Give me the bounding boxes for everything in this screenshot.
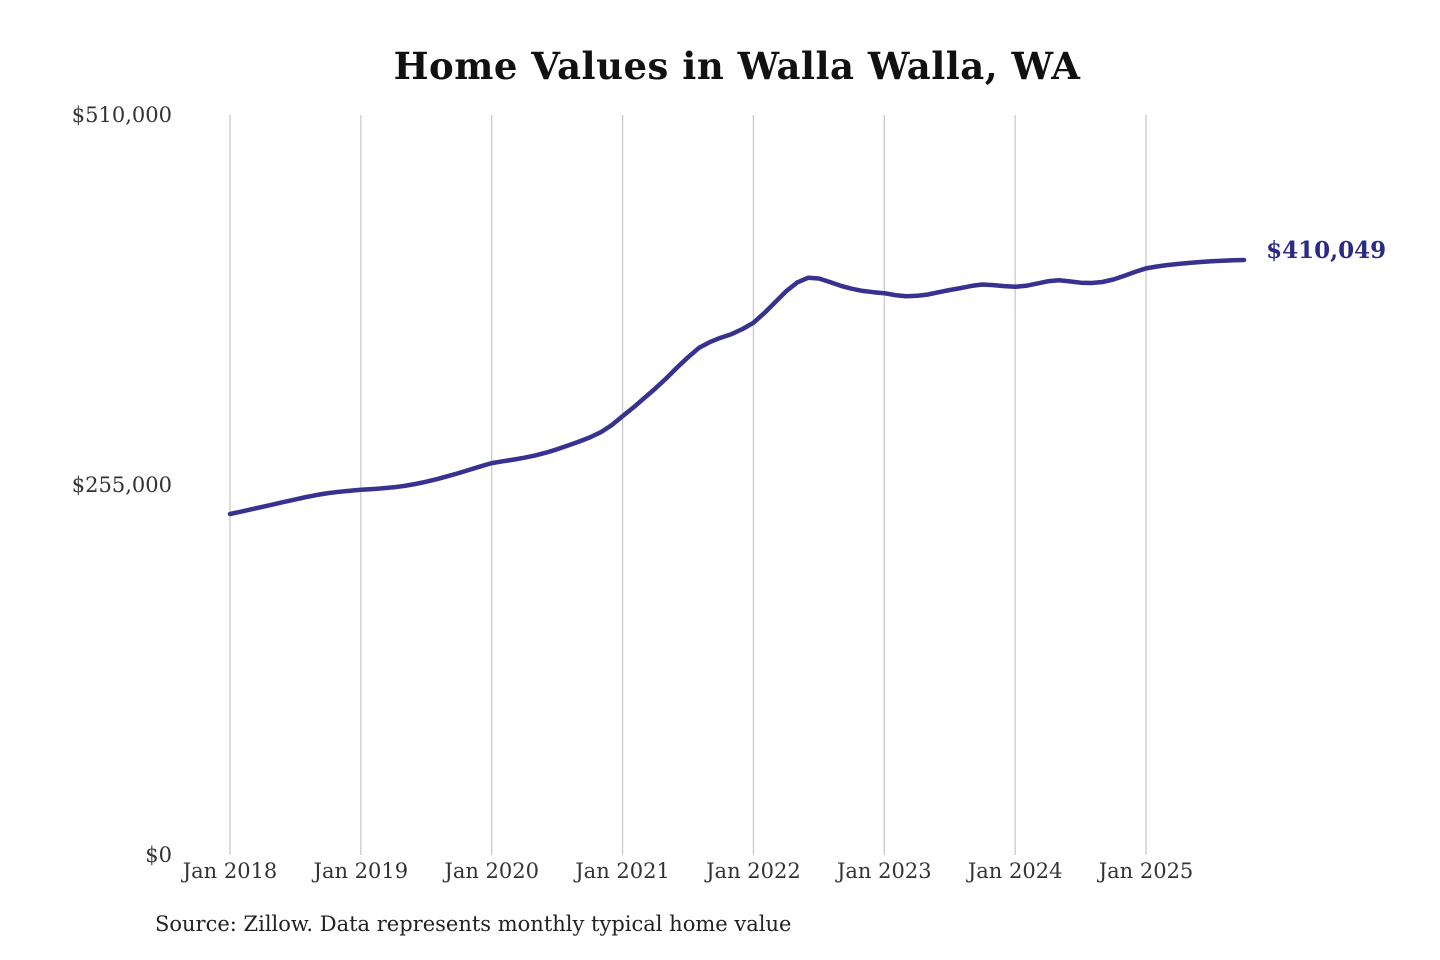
y-axis-tick-label: $0 [145, 843, 172, 867]
x-axis-tick-label: Jan 2021 [573, 859, 670, 883]
x-axis-tick-label: Jan 2022 [704, 859, 801, 883]
home-value-line [227, 257, 1247, 517]
chart-title: Home Values in Walla Walla, WA [393, 44, 1081, 88]
x-axis-tick-label: Jan 2025 [1097, 859, 1194, 883]
x-axis-tick-label: Jan 2018 [181, 859, 278, 883]
source-note: Source: Zillow. Data represents monthly … [155, 912, 792, 936]
x-axis-tick-label: Jan 2019 [312, 859, 409, 883]
x-axis-tick-label: Jan 2023 [835, 859, 932, 883]
x-axis-tick-label: Jan 2024 [966, 859, 1063, 883]
latest-value-label: $410,049 [1266, 237, 1387, 265]
y-axis-tick-label: $255,000 [72, 473, 172, 497]
x-axis-tick-label: Jan 2020 [442, 859, 539, 883]
y-axis-tick-label: $510,000 [72, 103, 172, 127]
